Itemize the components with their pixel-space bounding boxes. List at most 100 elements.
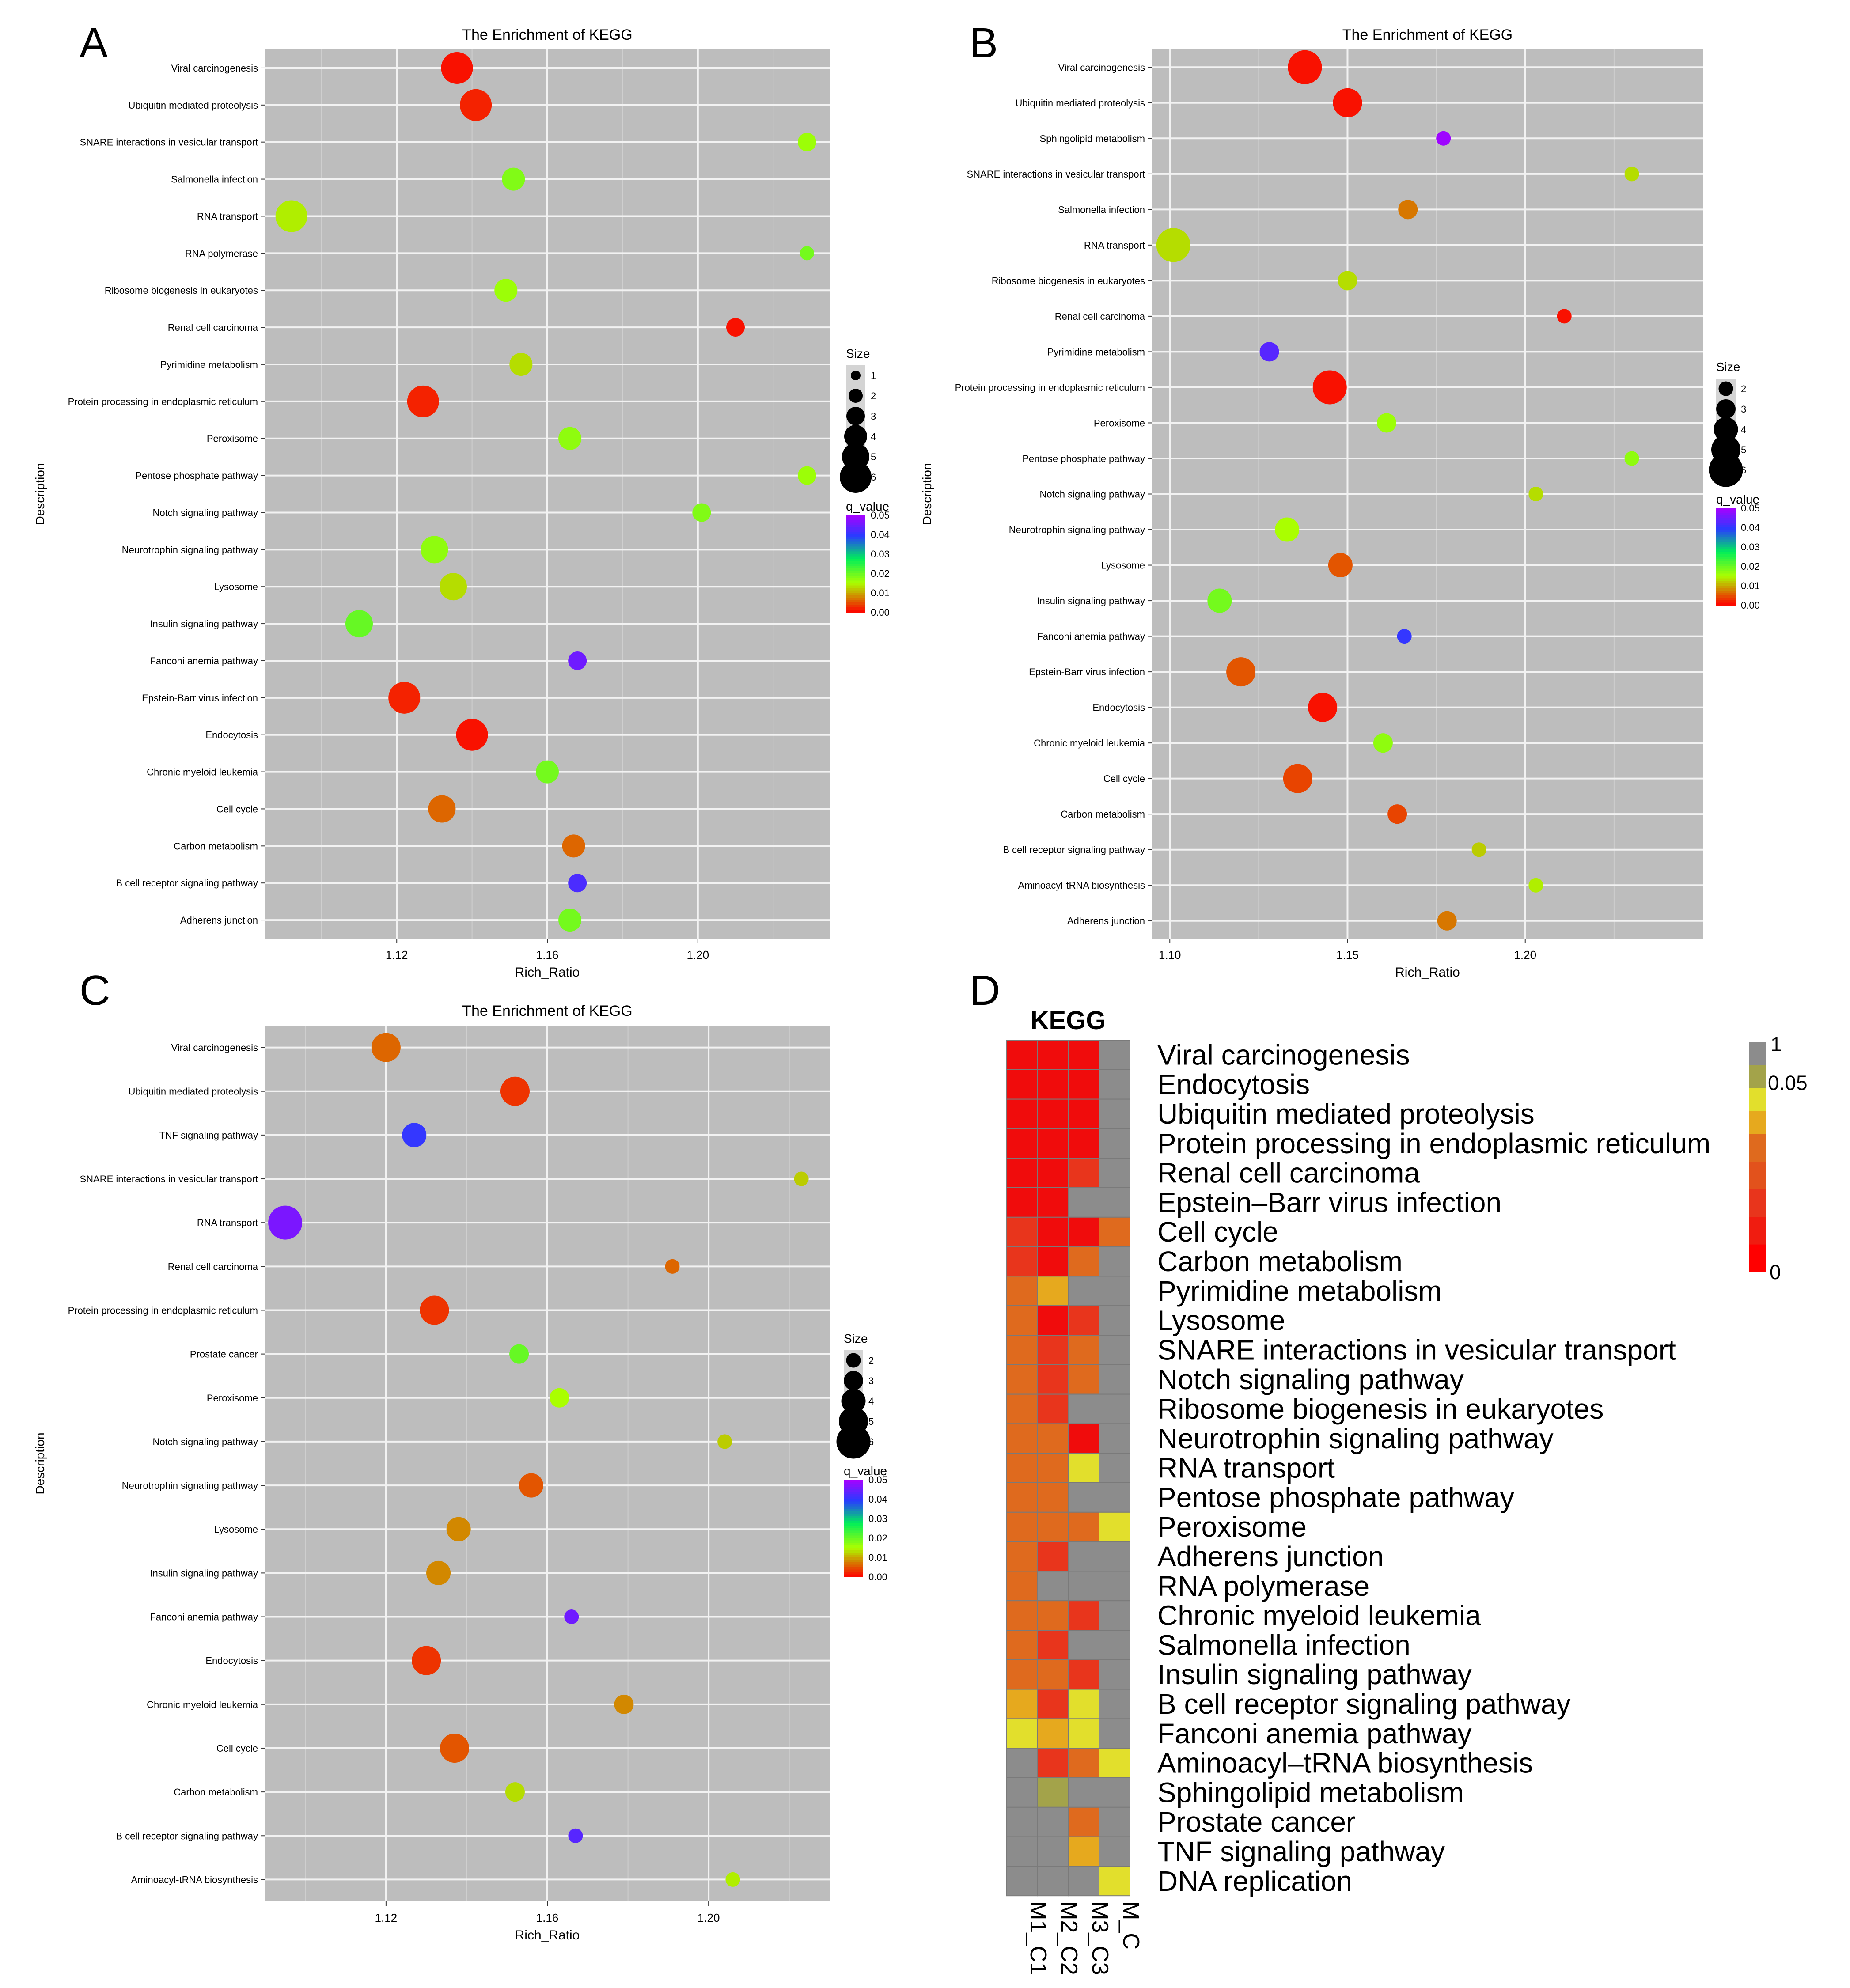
y-tick-label-rna-transport: RNA transport xyxy=(197,1217,258,1228)
qvalue-gradient-segment xyxy=(844,1540,863,1543)
size-legend-label: 5 xyxy=(1741,444,1746,455)
y-tick-label-neurotrophin-signaling-pathway: Neurotrophin signaling pathway xyxy=(122,1480,258,1491)
x-tick-label: 1.20 xyxy=(698,1911,720,1924)
y-tick-label-snare-interactions-in-vesicular-transport: SNARE interactions in vesicular transpor… xyxy=(967,169,1145,180)
heatmap-cell-lysosome-m-c xyxy=(1099,1305,1130,1336)
heatmap-cell-epstein-barr-virus-infection-m3-c3 xyxy=(1068,1187,1099,1218)
heatmap-cell-aminoacyl-trna-biosynthesis-m3-c3 xyxy=(1068,1748,1099,1778)
data-point-cell-cycle xyxy=(440,1733,470,1763)
heatmap-cell-adherens-junction-m3-c3 xyxy=(1068,1541,1099,1572)
heatmap-row-label-pyrimidine-metabolism: Pyrimidine metabolism xyxy=(1157,1275,1442,1307)
qvalue-gradient-segment xyxy=(1716,566,1736,569)
qvalue-gradient-segment xyxy=(1716,559,1736,562)
data-point-aminoacyl-trna-biosynthesis xyxy=(1528,878,1543,893)
data-point-neurotrophin-signaling-pathway xyxy=(519,1473,543,1498)
y-tick-label-peroxisome: Peroxisome xyxy=(207,1393,258,1404)
data-point-endocytosis xyxy=(456,719,488,751)
y-tick-label-renal-cell-carcinoma: Renal cell carcinoma xyxy=(168,1261,258,1272)
data-point-peroxisome xyxy=(558,427,582,450)
heatmap-cell-tnf-signaling-pathway-m1-c1 xyxy=(1006,1836,1038,1867)
size-legend-dot xyxy=(844,425,867,448)
data-point-peroxisome xyxy=(550,1388,569,1408)
heatmap-cell-viral-carcinogenesis-m3-c3 xyxy=(1068,1040,1099,1070)
qvalue-gradient-segment xyxy=(844,1572,863,1575)
heatmap-row-label-cell-cycle: Cell cycle xyxy=(1157,1216,1278,1248)
size-legend-label: 3 xyxy=(871,411,876,422)
size-legend-title: Size xyxy=(846,347,870,360)
heatmap-cell-snare-interactions-in-vesicular-transport-m2-c2 xyxy=(1037,1335,1069,1365)
heatmap-cell-salmonella-infection-m2-c2 xyxy=(1037,1630,1069,1660)
heatmap-row-label-prostate-cancer: Prostate cancer xyxy=(1157,1806,1355,1838)
qvalue-gradient-segment xyxy=(1716,525,1736,528)
heatmap-cell-prostate-cancer-m1-c1 xyxy=(1006,1806,1038,1837)
heatmap-row-label-tnf-signaling-pathway: TNF signaling pathway xyxy=(1157,1836,1445,1867)
y-tick-label-sphingolipid-metabolism: Sphingolipid metabolism xyxy=(1040,133,1145,144)
heatmap-cell-chronic-myeloid-leukemia-m1-c1 xyxy=(1006,1600,1038,1631)
qvalue-gradient-segment xyxy=(844,1496,863,1500)
size-legend-title: Size xyxy=(1716,360,1740,374)
heatmap-cell-cell-cycle-m3-c3 xyxy=(1068,1216,1099,1247)
heatmap-cell-prostate-cancer-m-c xyxy=(1099,1806,1130,1837)
qvalue-gradient-segment xyxy=(1716,542,1736,545)
qvalue-gradient-segment xyxy=(1716,508,1736,511)
data-point-tnf-signaling-pathway xyxy=(402,1123,427,1147)
x-tick-label: 1.12 xyxy=(375,1911,398,1924)
heatmap-cell-viral-carcinogenesis-m2-c2 xyxy=(1037,1040,1069,1070)
qvalue-gradient-segment xyxy=(844,1492,863,1495)
heatmap-cell-aminoacyl-trna-biosynthesis-m1-c1 xyxy=(1006,1748,1038,1778)
y-tick-label-protein-processing-in-endoplasmic-reticulum: Protein processing in endoplasmic reticu… xyxy=(68,1305,258,1316)
heatmap-cell-ubiquitin-mediated-proteolysis-m2-c2 xyxy=(1037,1098,1069,1129)
qvalue-legend-label: 0.00 xyxy=(871,607,890,618)
size-legend-label: 3 xyxy=(1741,404,1746,415)
heatmap-cell-carbon-metabolism-m3-c3 xyxy=(1068,1246,1099,1277)
y-tick-label-ubiquitin-mediated-proteolysis: Ubiquitin mediated proteolysis xyxy=(129,100,258,111)
heatmap-cell-dna-replication-m-c xyxy=(1099,1866,1130,1897)
y-tick-label-peroxisome: Peroxisome xyxy=(1094,417,1145,428)
size-legend-dot xyxy=(1718,381,1733,396)
y-tick-label-rna-transport: RNA transport xyxy=(197,211,258,222)
heatmap-cell-protein-processing-in-endoplasmic-reticulum-m2-c2 xyxy=(1037,1128,1069,1159)
y-tick-label-fanconi-anemia-pathway: Fanconi anemia pathway xyxy=(150,655,258,666)
heatmap-cell-sphingolipid-metabolism-m-c xyxy=(1099,1777,1130,1808)
qvalue-gradient-segment xyxy=(1716,513,1736,516)
qvalue-gradient-segment xyxy=(846,530,865,533)
y-tick-label-carbon-metabolism: Carbon metabolism xyxy=(1061,809,1145,820)
heatmap-legend-segment xyxy=(1749,1042,1766,1066)
qvalue-gradient-segment xyxy=(1716,532,1736,535)
qvalue-gradient-segment xyxy=(844,1548,863,1551)
y-tick-label-notch-signaling-pathway: Notch signaling pathway xyxy=(1040,489,1145,500)
heatmap-cell-notch-signaling-pathway-m3-c3 xyxy=(1068,1364,1099,1395)
heatmap-row-label-neurotrophin-signaling-pathway: Neurotrophin signaling pathway xyxy=(1157,1423,1554,1454)
y-tick-label-ubiquitin-mediated-proteolysis: Ubiquitin mediated proteolysis xyxy=(129,1086,258,1097)
heatmap-cell-insulin-signaling-pathway-m1-c1 xyxy=(1006,1659,1038,1690)
heatmap-cell-rna-polymerase-m-c xyxy=(1099,1571,1130,1602)
data-point-ubiquitin-mediated-proteolysis xyxy=(1333,88,1362,117)
y-tick-label-ubiquitin-mediated-proteolysis: Ubiquitin mediated proteolysis xyxy=(1016,98,1145,109)
size-legend-label: 2 xyxy=(1741,383,1746,394)
qvalue-legend-label: 0.01 xyxy=(871,587,890,598)
heatmap-cell-fanconi-anemia-pathway-m-c xyxy=(1099,1718,1130,1749)
y-tick-label-protein-processing-in-endoplasmic-reticulum: Protein processing in endoplasmic reticu… xyxy=(68,396,258,407)
heatmap-row-label-b-cell-receptor-signaling-pathway: B cell receptor signaling pathway xyxy=(1157,1688,1571,1720)
qvalue-gradient-segment xyxy=(846,571,865,574)
qvalue-gradient-segment xyxy=(844,1509,863,1512)
heatmap-cell-fanconi-anemia-pathway-m2-c2 xyxy=(1037,1718,1069,1749)
heatmap-cell-b-cell-receptor-signaling-pathway-m-c xyxy=(1099,1689,1130,1719)
heatmap-cell-tnf-signaling-pathway-m2-c2 xyxy=(1037,1836,1069,1867)
qvalue-gradient-segment xyxy=(846,525,865,528)
data-point-peroxisome xyxy=(1376,413,1396,433)
data-point-protein-processing-in-endoplasmic-reticulum xyxy=(407,385,439,417)
heatmap-cell-renal-cell-carcinoma-m3-c3 xyxy=(1068,1158,1099,1188)
size-legend-label: 2 xyxy=(868,1355,874,1366)
y-tick-label-cell-cycle: Cell cycle xyxy=(1103,773,1145,784)
qvalue-gradient-segment xyxy=(1716,581,1736,584)
data-point-carbon-metabolism xyxy=(562,834,585,858)
heatmap-row-label-protein-processing-in-endoplasmic-reticulum: Protein processing in endoplasmic reticu… xyxy=(1157,1128,1710,1159)
qvalue-gradient-segment xyxy=(844,1504,863,1507)
y-tick-label-notch-signaling-pathway: Notch signaling pathway xyxy=(153,507,258,518)
heatmap-row-label-fanconi-anemia-pathway: Fanconi anemia pathway xyxy=(1157,1718,1472,1749)
y-tick-label-cell-cycle: Cell cycle xyxy=(216,1743,258,1754)
heatmap-cell-pyrimidine-metabolism-m1-c1 xyxy=(1006,1276,1038,1306)
chart-title: The Enrichment of KEGG xyxy=(1342,27,1513,43)
heatmap-cell-epstein-barr-virus-infection-m-c xyxy=(1099,1187,1130,1218)
